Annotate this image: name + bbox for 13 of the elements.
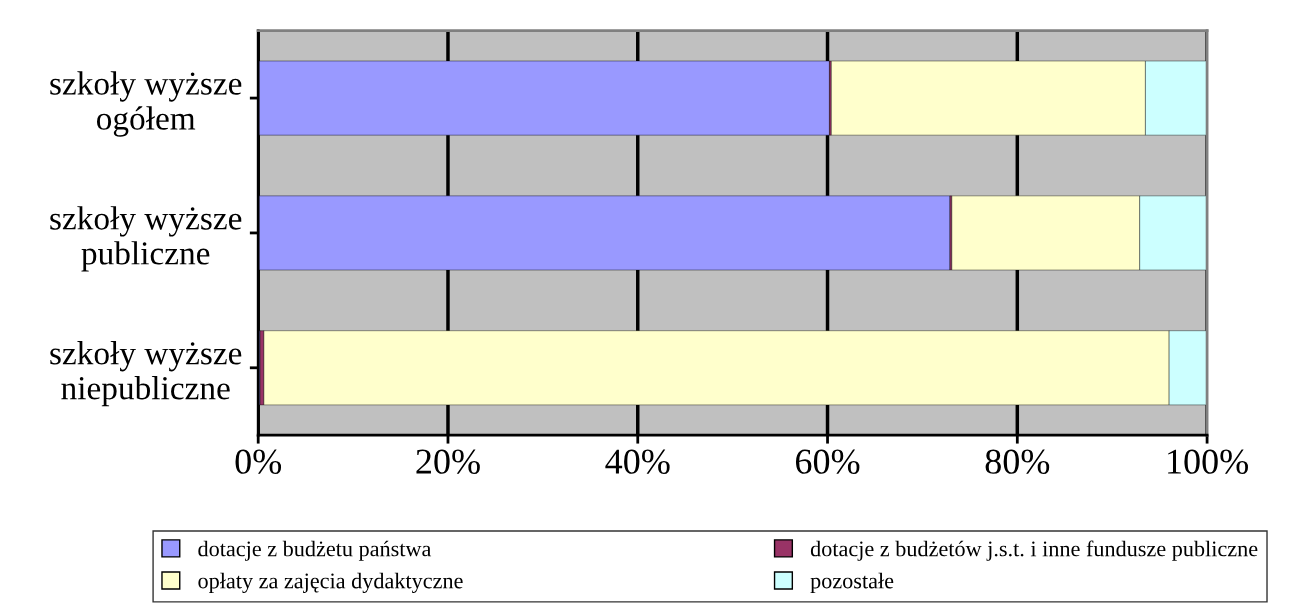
y-tick-label: szkoły wyższe niepubliczne xyxy=(50,341,242,407)
x-tick-label: 60% xyxy=(795,449,860,474)
x-tick-label: 100% xyxy=(1168,449,1248,474)
x-tick-label: 0% xyxy=(235,449,282,474)
y-tick-label: szkoły wyższe publiczne xyxy=(50,206,242,272)
legend-label: dotacje z budżetu państwa xyxy=(198,540,432,561)
legend-label: pozostałe xyxy=(810,572,894,593)
x-tick-label: 40% xyxy=(605,449,670,474)
legend-label: opłaty za zajęcia dydaktyczne xyxy=(198,572,463,593)
x-tick-label: 20% xyxy=(416,449,480,474)
legend-label: dotacje z budżetów j.s.t. i inne fundusze publiczne xyxy=(810,540,1258,561)
x-tick-label: 80% xyxy=(985,449,1050,474)
y-tick-label: szkoły wyższe ogółem xyxy=(50,71,242,137)
